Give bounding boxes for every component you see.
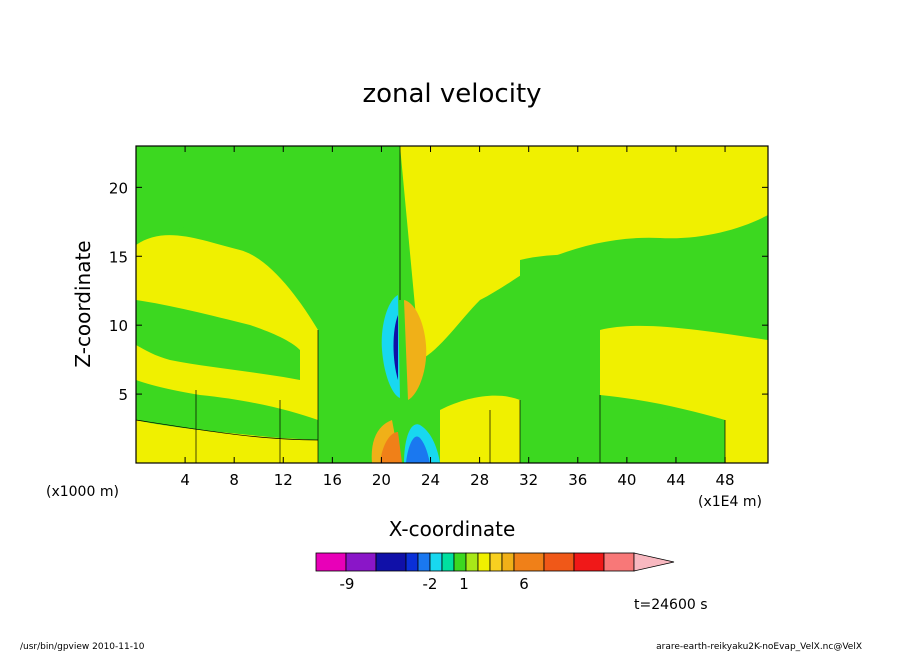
footer-right: arare-earth-reikyaku2K-noEvap_VelX.nc@Ve… [656, 642, 862, 652]
field-yellow-southwest [136, 420, 318, 463]
x-tick-label: 20 [372, 471, 391, 489]
plot-frame [135, 145, 769, 464]
colorbar-swatch [573, 552, 605, 572]
x-axis-label: X-coordinate [389, 517, 516, 541]
contour-line-1 [136, 146, 726, 463]
colorbar-swatch [315, 552, 347, 572]
jet-orange-core [380, 432, 402, 463]
x-tick-label: 12 [274, 471, 293, 489]
colorbar-swatch [501, 552, 515, 572]
x-tick-label: 28 [470, 471, 489, 489]
colorbar-swatch [441, 552, 455, 572]
colorbar-tick-label: -9 [340, 575, 355, 593]
colorbar-swatch [465, 552, 479, 572]
field-green-west-band [136, 300, 300, 380]
colorbar-swatch [453, 552, 467, 572]
x-tick-label: 48 [716, 471, 735, 489]
colorbar-swatch [489, 552, 503, 572]
time-label: t=24600 s [634, 597, 708, 613]
colorbar-swatch [603, 552, 635, 572]
field-yellow-east [400, 146, 768, 360]
colorbar-tick-label: -2 [423, 575, 438, 593]
colorbar-extend-arrow [633, 552, 675, 572]
jet-upper-blue [393, 315, 398, 380]
x-axis-ticks: 4 8 12 16 20 24 28 32 36 40 44 48 [180, 146, 735, 489]
x-tick-label: 36 [568, 471, 587, 489]
x-scale-note: (x1E4 m) [698, 494, 762, 510]
colorbar-swatch [405, 552, 419, 572]
colorbar-tick-label: 6 [519, 575, 529, 593]
x-tick-label: 16 [323, 471, 342, 489]
colorbar-swatch [429, 552, 443, 572]
field-green-east-low [560, 400, 725, 463]
y-tick-label: 10 [109, 317, 128, 335]
x-tick-label: 44 [666, 471, 685, 489]
y-tick-label: 5 [118, 386, 128, 404]
colorbar-swatch [477, 552, 491, 572]
footer-left: /usr/bin/gpview 2010-11-10 [20, 642, 145, 652]
colorbar-swatch [543, 552, 575, 572]
jet-darkblue-core [406, 436, 430, 463]
colorbar [315, 552, 675, 572]
colorbar-swatch [375, 552, 407, 572]
y-tick-label: 15 [109, 248, 128, 266]
field-yellow-southeast [440, 395, 520, 463]
colorbar-labels: -9 -2 1 6 [340, 575, 529, 593]
y-scale-note: (x1000 m) [46, 484, 119, 500]
jet-upper-orange [404, 300, 427, 400]
x-tick-label: 24 [421, 471, 440, 489]
colorbar-swatch [417, 552, 431, 572]
colorbar-swatch [345, 552, 377, 572]
field-green-east-band [520, 254, 768, 330]
field-yellow-east-low [600, 325, 768, 463]
chart-title: zonal velocity [362, 79, 541, 109]
contour-field [136, 146, 768, 463]
field-green-northwest [136, 146, 400, 290]
x-tick-label: 8 [229, 471, 239, 489]
y-axis-ticks: 5 10 15 20 [109, 179, 768, 404]
x-tick-label: 4 [180, 471, 190, 489]
y-tick-label: 20 [109, 179, 128, 197]
colorbar-swatch [513, 552, 545, 572]
colorbar-tick-label: 1 [459, 575, 469, 593]
x-tick-label: 40 [617, 471, 636, 489]
x-tick-label: 32 [519, 471, 538, 489]
y-axis-label: Z-coordinate [71, 240, 95, 367]
jet-upper-cyan [381, 295, 400, 398]
